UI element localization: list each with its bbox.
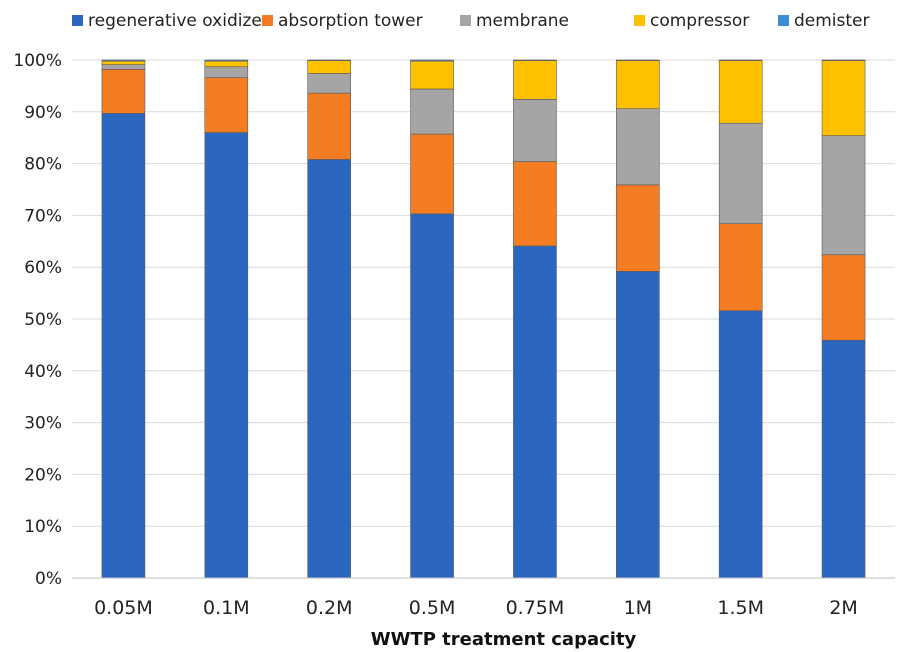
legend-swatch [262,15,273,26]
bar-segment [616,108,660,186]
bar-segment [616,60,660,109]
bar-segment [410,59,454,62]
bar-segment [616,184,660,272]
bar-segment [204,60,249,68]
bar-segment [718,310,763,579]
y-tick-label: 100% [13,51,62,71]
bar-segment [101,64,146,70]
bar-segment [513,59,557,61]
bar-segment [718,60,763,124]
legend-label: demister [794,11,870,31]
x-tick-label: 0.75M [506,597,565,619]
bar-segment [410,213,454,579]
y-tick-label: 80% [24,155,62,175]
y-tick-label: 50% [24,310,62,330]
bar-segment [101,60,146,65]
x-tick-label: 0.05M [94,597,153,619]
x-axis-ticks: 0.05M 0.1M 0.2M 0.5M 0.75M 1M 1.5M 2M [94,597,858,619]
legend-swatch [778,15,789,26]
bar-segment [307,92,351,160]
bar-segment [410,60,454,90]
bar-segment [307,159,351,579]
bar-segment [101,69,146,114]
legend-label: absorption tower [278,11,423,31]
bar-segment [204,59,249,62]
bar-segment [616,59,660,61]
bar-segment [204,77,249,133]
y-tick-label: 70% [24,206,62,226]
bar-segment [410,133,454,215]
bar-segment [513,245,557,579]
bar-segment [718,122,763,224]
bar-segment [204,66,249,78]
legend-label: membrane [476,11,569,31]
y-tick-label: 30% [24,414,62,434]
x-tick-label: 0.1M [203,597,250,619]
y-tick-label: 60% [24,258,62,278]
legend-label: compressor [650,11,749,31]
y-tick-label: 0% [35,569,62,589]
bar-segment [513,99,557,162]
legend-swatch [72,15,83,26]
bar-segment [410,88,454,135]
bar-segment [101,59,146,62]
bar-segment [821,59,866,61]
x-tick-label: 1.5M [717,597,764,619]
x-tick-label: 0.5M [409,597,456,619]
bar-segment [513,161,557,247]
y-tick-label: 10% [24,517,62,537]
legend-swatch [634,15,645,26]
x-tick-label: 1M [624,597,652,619]
y-axis-ticks: 0% 10% 20% 30% 40% 50% 60% 70% 80% 90% 100% [13,51,62,589]
bar-segment [821,135,866,256]
gridlines [72,59,895,527]
bar-segment [204,132,249,579]
bar-segment [821,254,866,341]
bar-segment [821,339,866,579]
bar-segment [616,271,660,579]
legend: regenerative oxidizer absorption tower mem… [72,11,870,31]
y-tick-label: 90% [24,103,62,123]
bar-segment [513,60,557,100]
bar-segment [307,59,351,61]
y-tick-label: 20% [24,465,62,485]
legend-label: regenerative oxidizer [88,11,269,31]
bar-segment [307,73,351,94]
x-tick-label: 0.2M [306,597,353,619]
legend-swatch [460,15,471,26]
x-tick-label: 2M [829,597,857,619]
bar-segment [307,60,351,74]
bar-segment [821,60,866,136]
bar-segment [718,223,763,312]
bar-segment [718,59,763,61]
x-axis-title: WWTP treatment capacity [371,629,637,650]
y-tick-label: 40% [24,362,62,382]
bar-segment [101,113,146,579]
bars [101,59,866,579]
